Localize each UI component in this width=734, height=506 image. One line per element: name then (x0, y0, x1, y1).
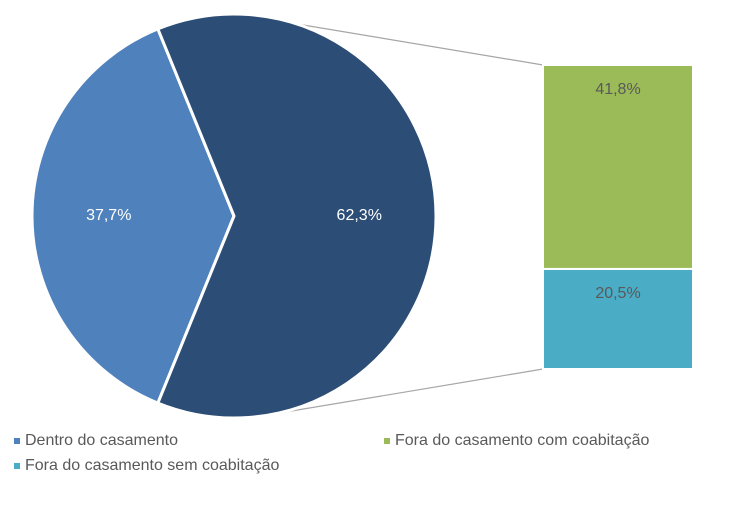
legend-marker (14, 438, 20, 444)
connector-line (258, 368, 544, 418)
data-label: 37,7% (86, 207, 131, 224)
legend-marker (384, 438, 390, 444)
pie-slice (155, 12, 438, 420)
legend-label: Dentro do casamento (25, 432, 178, 449)
pie-slice (30, 26, 236, 406)
bar-segment (542, 267, 694, 370)
legend-label: Fora do casamento com coabitação (395, 432, 649, 449)
data-label: 20,5% (595, 285, 640, 302)
data-label: 62,3% (337, 207, 382, 224)
bar-segment (542, 64, 694, 270)
legend-label: Fora do casamento sem coabitação (25, 457, 279, 474)
connector-line (296, 23, 544, 66)
data-label: 41,8% (595, 81, 640, 98)
legend-marker (14, 463, 20, 469)
